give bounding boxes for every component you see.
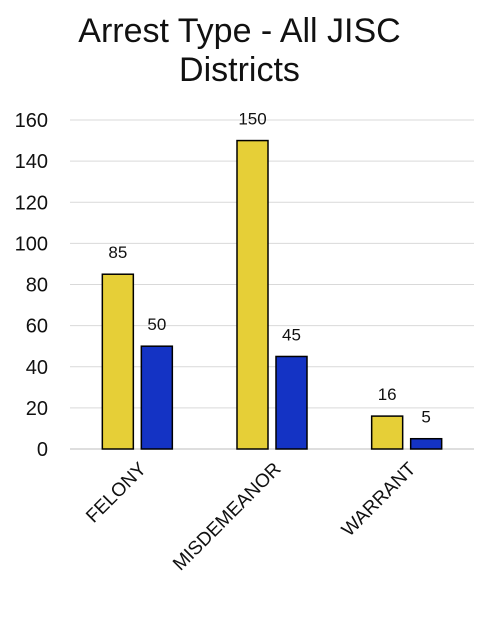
data-label: 5 — [421, 408, 430, 427]
bar — [275, 355, 308, 450]
x-tick-label: WARRANT — [338, 458, 421, 541]
y-tick-label: 20 — [26, 398, 48, 420]
bar — [236, 139, 269, 450]
y-tick-label: 80 — [26, 275, 48, 297]
chart-title-line-1: Arrest Type - All JISC — [78, 12, 401, 50]
y-tick-label: 0 — [37, 439, 48, 461]
y-tick-labels: 0 20 40 60 80 100 120 140 160 — [15, 110, 48, 461]
y-tick-label: 160 — [15, 110, 48, 132]
data-label: 150 — [238, 110, 266, 129]
y-tick-label: 60 — [26, 316, 48, 338]
y-tick-label: 100 — [15, 233, 48, 255]
data-label: 16 — [378, 385, 397, 404]
data-label: 45 — [282, 325, 301, 344]
bar — [140, 345, 174, 450]
chart-title-line-2: Districts — [179, 51, 300, 89]
data-label: 50 — [147, 315, 166, 334]
gridlines — [70, 119, 474, 450]
x-tick-label: FELONY — [82, 458, 151, 527]
y-tick-label: 40 — [26, 357, 48, 379]
bar — [409, 437, 443, 450]
bar — [101, 273, 135, 450]
x-tick-label: MISDEMEANOR — [169, 459, 285, 575]
y-tick-label: 140 — [15, 151, 48, 173]
y-tick-label: 120 — [15, 192, 48, 214]
data-label: 85 — [108, 243, 127, 262]
bars — [101, 139, 443, 450]
data-labels: 85 50 150 45 16 5 — [108, 110, 431, 427]
bar — [370, 415, 404, 450]
x-tick-labels: FELONY MISDEMEANOR WARRANT — [82, 458, 420, 575]
